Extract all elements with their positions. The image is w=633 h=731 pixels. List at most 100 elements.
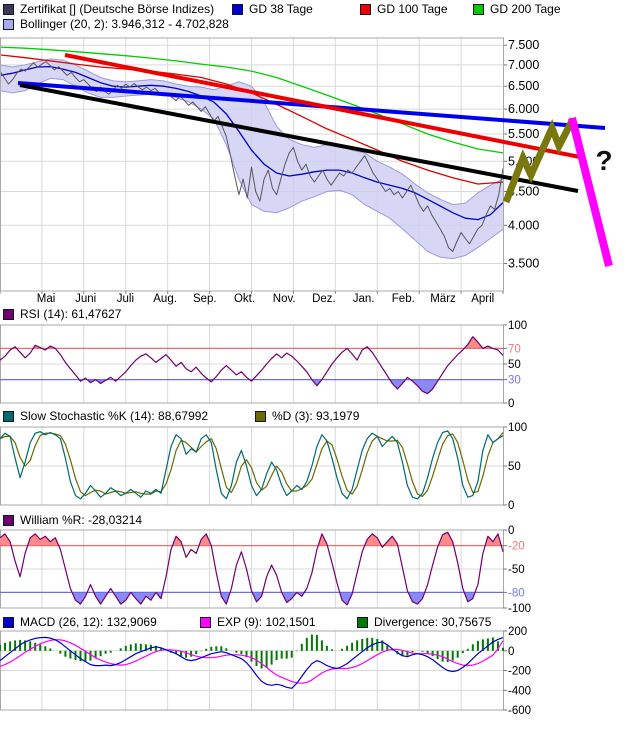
month-label: Sep. <box>193 293 217 305</box>
axis-tick-label: 0 <box>508 398 514 410</box>
red-trendline <box>64 53 581 159</box>
rsi-legend-row: RSI (14): 61,47627 <box>0 308 633 322</box>
bollinger-lower-edge <box>0 77 504 260</box>
axis-tick-label: -80 <box>508 587 525 599</box>
bollinger-upper-edge <box>0 58 504 206</box>
rsi-14--series <box>0 336 504 395</box>
legend-label-gd38: GD 38 Tage <box>249 2 313 16</box>
month-label: März <box>430 293 456 305</box>
william-legend-row: William %R: -28,03214 <box>0 514 633 528</box>
exp-swatch-icon <box>200 617 211 628</box>
axis-tick-label: 200 <box>508 626 527 638</box>
threshold-fill <box>0 532 502 546</box>
black-trendline <box>19 83 579 193</box>
legend-label-macd: MACD (26, 12): 132,9069 <box>20 615 157 629</box>
axis-tick-label: 30 <box>508 375 521 387</box>
legend-label-bollinger: Bollinger (20, 2): 3.946,312 - 4.702,828 <box>20 17 229 31</box>
macd-legend-row: MACD (26, 12): 132,9069 EXP (9): 102,150… <box>0 616 633 630</box>
rsi-swatch-icon <box>3 309 14 320</box>
axis-tick-label: -200 <box>508 666 531 678</box>
legend-item-bollinger: Bollinger (20, 2): 3.946,312 - 4.702,828 <box>3 18 229 31</box>
legend-label-exp: EXP (9): 102,1501 <box>217 615 316 629</box>
stochastic-panel: 100 50 0 <box>0 422 527 512</box>
legend-label-zertifikat: Zertifikat [] (Deutsche Börse Indizes) <box>20 2 215 16</box>
legend-label-rsi: RSI (14): 61,47627 <box>20 307 122 321</box>
month-label: Nov. <box>273 293 296 305</box>
stochastic-k-swatch-icon <box>3 411 14 422</box>
axis-tick-label: 7.500 <box>508 38 539 52</box>
axis-tick-label: 0 <box>508 646 514 658</box>
axis-tick-label: 6.000 <box>508 102 539 116</box>
william-swatch-icon <box>3 515 14 526</box>
axis-tick-label: 0 <box>508 500 514 512</box>
legend-label-william: William %R: -28,03214 <box>20 513 143 527</box>
gd200-swatch-icon <box>473 4 484 15</box>
stochastic-legend-row: Slow Stochastic %K (14): 88,67992 %D (3)… <box>0 410 633 424</box>
macd-swatch-icon <box>3 617 14 628</box>
gd-200-tage-series <box>0 46 504 154</box>
legend-item-william: William %R: -28,03214 <box>3 514 142 527</box>
axis-tick-label: 70 <box>508 343 521 355</box>
axis-tick-label: 50 <box>508 461 521 473</box>
price-chart-panel: 7.5007.0006.5006.0005.5005.0004.5004.000… <box>0 37 613 305</box>
month-label: Aug. <box>153 293 177 305</box>
axis-tick-label: 7.000 <box>508 58 539 72</box>
axis-tick-label: 100 <box>508 320 527 332</box>
bollinger-band <box>0 58 503 259</box>
divergence-swatch-icon <box>357 617 368 628</box>
zertifikat-swatch-icon <box>3 4 14 15</box>
month-label: Juli <box>117 293 134 305</box>
projected-rally <box>502 117 577 204</box>
axis-tick-label: 5.500 <box>508 127 539 141</box>
axis-tick-label: 3.500 <box>508 257 539 271</box>
william-panel: 0 -20 -50 -80 -100 <box>0 525 531 615</box>
legend-item-exp: EXP (9): 102,1501 <box>200 616 316 629</box>
legend-label-gd200: GD 200 Tage <box>490 2 561 16</box>
macd-series <box>0 636 504 689</box>
gd100-swatch-icon <box>360 4 371 15</box>
zertifikat-series <box>0 61 504 252</box>
legend-item-stochastic-d: %D (3): 93,1979 <box>255 410 359 423</box>
legend-label-gd100: GD 100 Tage <box>377 2 448 16</box>
month-label: Jan. <box>353 293 375 305</box>
william-r-series <box>0 531 504 606</box>
axis-tick-label: 50 <box>508 359 521 371</box>
legend-label-divergence: Divergence: 30,75675 <box>374 615 492 629</box>
legend-item-stochastic-k: Slow Stochastic %K (14): 88,67992 <box>3 410 208 423</box>
axis-tick-label: 6.500 <box>508 79 539 93</box>
legend-item-macd: MACD (26, 12): 132,9069 <box>3 616 157 629</box>
axis-tick-label: -20 <box>508 541 525 553</box>
axis-tick-label: -400 <box>508 685 531 697</box>
month-label: Mai <box>37 293 56 305</box>
axis-tick-label: -600 <box>508 705 531 717</box>
projected-drop <box>568 117 613 267</box>
axis-tick-label: -50 <box>508 564 525 576</box>
macd-panel: 200 0 -200 -400 -600 <box>0 626 531 717</box>
main-legend-row-1: Zertifikat [] (Deutsche Börse Indizes) G… <box>0 3 633 17</box>
month-label: Feb. <box>392 293 415 305</box>
legend-item-gd200: GD 200 Tage <box>473 3 561 16</box>
legend-item-zertifikat: Zertifikat [] (Deutsche Börse Indizes) <box>3 3 214 16</box>
axis-tick-label: 100 <box>508 422 527 434</box>
question-mark-annotation: ? <box>595 145 612 176</box>
month-label: Dez. <box>312 293 336 305</box>
axis-tick-label: -100 <box>508 603 531 615</box>
month-label: Juni <box>75 293 96 305</box>
threshold-fill <box>79 379 439 394</box>
month-label: April <box>471 293 494 305</box>
stochastic-d-swatch-icon <box>255 411 266 422</box>
axis-tick-label: 4.000 <box>508 218 539 232</box>
month-label: Okt. <box>234 293 255 305</box>
slow-stochastic-k-14--series <box>0 430 504 500</box>
legend-label-stochastic-k: Slow Stochastic %K (14): 88,67992 <box>20 409 209 423</box>
axis-tick-label: 4.500 <box>508 185 539 199</box>
legend-item-divergence: Divergence: 30,75675 <box>357 616 491 629</box>
bollinger-swatch-icon <box>3 19 14 30</box>
legend-item-gd100: GD 100 Tage <box>360 3 448 16</box>
gd-38-tage-series <box>0 65 504 221</box>
legend-label-stochastic-d: %D (3): 93,1979 <box>272 409 360 423</box>
main-legend-row-2: Bollinger (20, 2): 3.946,312 - 4.702,828 <box>0 18 633 32</box>
rsi-panel: 100 70 50 30 0 <box>0 320 527 410</box>
gd38-swatch-icon <box>232 4 243 15</box>
